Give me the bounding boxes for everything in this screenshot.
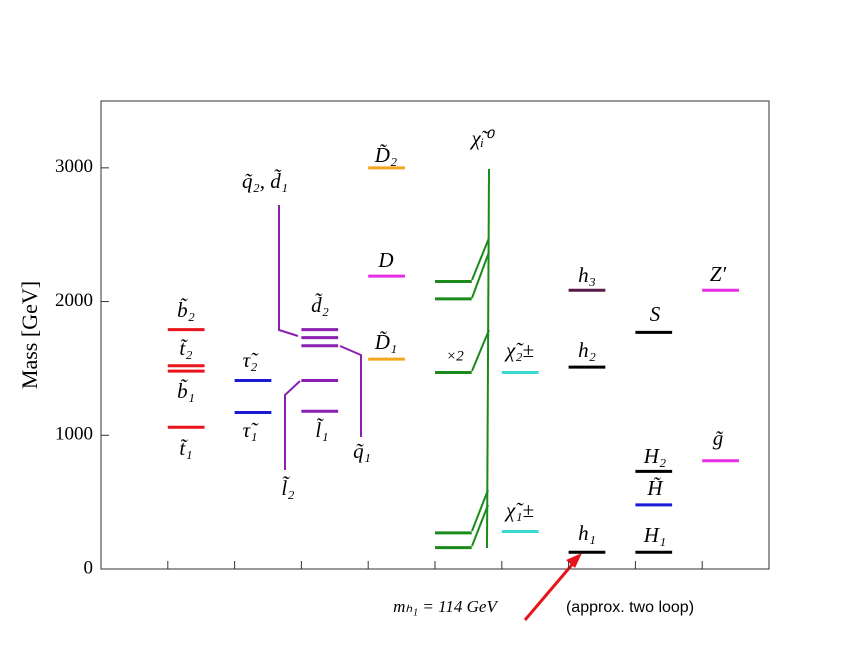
arrow xyxy=(278,205,299,337)
level-label: χ̃₁± xyxy=(504,498,534,522)
arrow xyxy=(471,329,490,372)
level-label: τ̃₁ xyxy=(243,418,260,442)
annotation: (approx. two loop) xyxy=(566,599,694,616)
level-label: S xyxy=(650,302,661,326)
level-label: h₂ xyxy=(578,338,596,362)
arrow xyxy=(471,237,490,281)
level-label: H₁ xyxy=(643,523,666,547)
y-tick-label: 3000 xyxy=(55,156,93,177)
level-label: d̃₂ xyxy=(311,293,329,317)
arrow-head xyxy=(566,553,582,568)
level-label: l̃₂ xyxy=(281,476,294,500)
y-axis-title: Mass [GeV] xyxy=(17,281,42,389)
level-label: t̃₁ xyxy=(179,436,192,460)
level-label: τ̃₂ xyxy=(243,348,260,372)
arrow xyxy=(284,380,301,470)
y-tick-label: 0 xyxy=(84,557,94,578)
arrow xyxy=(486,168,490,549)
level-label: H̃ xyxy=(646,476,664,500)
level-label: b̃₁ xyxy=(177,379,195,403)
level-label: h₁ xyxy=(578,521,596,545)
level-label: q̃₂, d̃₁ xyxy=(242,169,288,193)
level-label: D̃₁ xyxy=(374,330,397,354)
arrow xyxy=(523,559,578,621)
plot-frame xyxy=(100,100,770,570)
level-label: ×2 xyxy=(446,348,464,364)
level-label: q̃₁ xyxy=(353,439,371,463)
level-label: b̃₂ xyxy=(177,298,195,322)
level-label: D xyxy=(377,248,393,272)
y-tick-label: 1000 xyxy=(55,424,93,445)
arrow xyxy=(471,504,489,547)
level-label: l̃₁ xyxy=(315,418,328,442)
annotation: mₕ₁ = 114 GeV xyxy=(393,597,499,616)
level-label: D̃₂ xyxy=(374,143,397,167)
level-label: Z′ xyxy=(710,262,727,286)
level-label: g̃ xyxy=(713,426,724,450)
arrow xyxy=(471,489,489,532)
level-label: H₂ xyxy=(643,444,666,468)
level-label: h₃ xyxy=(578,263,596,287)
arrows xyxy=(278,168,582,621)
arrow xyxy=(339,345,362,437)
y-tick-label: 2000 xyxy=(55,290,93,311)
level-label: t̃₂ xyxy=(179,336,192,360)
level-label: χ̃₂± xyxy=(504,338,534,362)
arrow xyxy=(471,251,490,299)
annotation: χ̃ᵢ⁰ xyxy=(470,126,497,150)
